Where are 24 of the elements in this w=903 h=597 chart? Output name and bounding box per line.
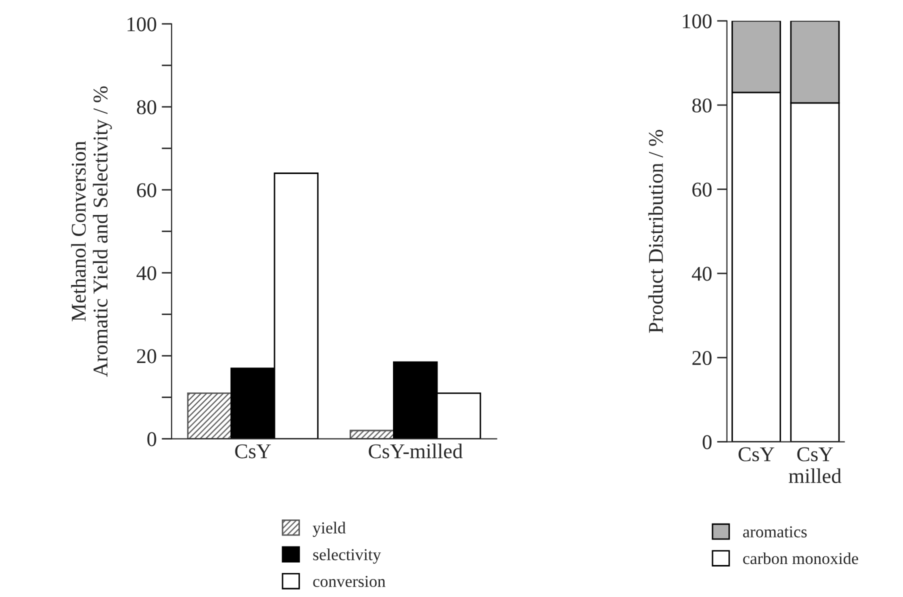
x-tick-label: CsY milled bbox=[788, 447, 842, 484]
x-tick-label: CsY bbox=[235, 444, 271, 458]
legend-label: carbon monoxide bbox=[743, 552, 858, 564]
y-tick-label: 40 bbox=[692, 266, 712, 281]
y-tick-label: 40 bbox=[136, 266, 156, 280]
y-tick-label: 100 bbox=[682, 14, 712, 28]
y-tick-label: 60 bbox=[137, 183, 156, 198]
x-tick-label: CsY-milled bbox=[368, 444, 463, 458]
y-tick-label: 20 bbox=[692, 350, 712, 366]
x-tick-label: CsY bbox=[738, 447, 774, 462]
legend-label: aromatics bbox=[743, 526, 807, 538]
y-tick-label: 20 bbox=[137, 349, 156, 364]
legend-label: yield bbox=[312, 522, 346, 537]
bar bbox=[187, 392, 232, 439]
y-tick-label: 60 bbox=[692, 182, 712, 197]
y-tick-label: 80 bbox=[136, 100, 156, 114]
y-tick-label: 80 bbox=[692, 98, 712, 113]
y-tick-label: 0 bbox=[147, 432, 156, 446]
legend-label: selectivity bbox=[313, 548, 381, 564]
y-axis-title: Product Distribution / % bbox=[648, 130, 664, 333]
y-axis-title: Methanol Conversion Aromatic Yield and Selectivity / % bbox=[71, 86, 112, 377]
y-tick-label: 100 bbox=[128, 17, 156, 32]
legend-label: conversion bbox=[313, 576, 386, 588]
y-tick-label: 0 bbox=[702, 435, 712, 450]
